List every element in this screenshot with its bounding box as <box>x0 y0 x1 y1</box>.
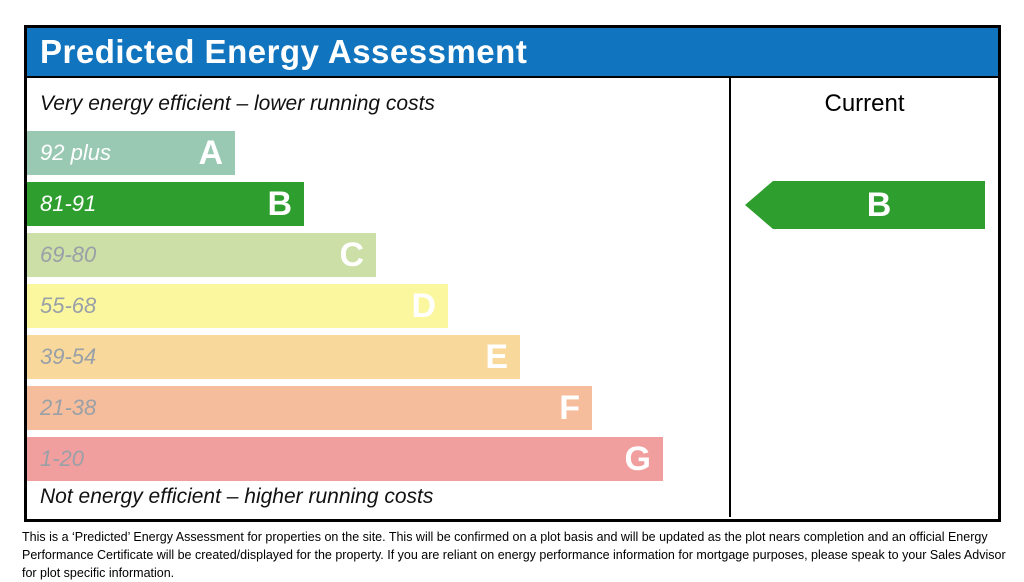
band-range-label: 55-68 <box>40 293 97 318</box>
epc-band-c: 69-80 C <box>27 233 376 277</box>
epc-header: Predicted Energy Assessment <box>27 28 998 78</box>
epc-chart: Predicted Energy Assessment Very energy … <box>24 25 1001 522</box>
band-letter: B <box>267 185 292 223</box>
disclaimer-text: This is a ‘Predicted’ Energy Assessment … <box>22 530 1006 580</box>
page-title: Predicted Energy Assessment <box>40 33 528 70</box>
band-letter: G <box>624 440 651 478</box>
band-letter: A <box>198 134 223 172</box>
band-range-label: 39-54 <box>40 344 97 369</box>
band-range-label: 81-91 <box>40 191 97 216</box>
epc-band-a: 92 plus A <box>27 131 235 175</box>
band-range-label: 92 plus <box>40 140 111 165</box>
bands-panel: Very energy efficient – lower running co… <box>27 78 729 517</box>
band-letter: F <box>559 389 580 427</box>
caption-efficient: Very energy efficient – lower running co… <box>40 92 435 115</box>
band-letter: D <box>411 287 436 325</box>
epc-band-e: 39-54 E <box>27 335 520 379</box>
current-rating-letter: B <box>866 186 892 224</box>
band-range-label: 21-38 <box>40 395 97 420</box>
epc-band-d: 55-68 D <box>27 284 448 328</box>
epc-bands: 92 plus A 81-91 B 69-80 C 55-68 D 39-54 E 21-38 F 1-… <box>27 131 729 481</box>
epc-band-g: 1-20 G <box>27 437 663 481</box>
current-panel: Current B <box>729 78 998 517</box>
current-rating-arrow: B <box>745 181 985 229</box>
caption-not-efficient: Not energy efficient – higher running co… <box>40 485 434 508</box>
epc-body: Very energy efficient – lower running co… <box>27 78 998 517</box>
band-letter: E <box>485 338 508 376</box>
band-letter: C <box>339 236 364 274</box>
current-column-header: Current <box>824 90 905 117</box>
epc-band-b: 81-91 B <box>27 182 304 226</box>
epc-band-f: 21-38 F <box>27 386 592 430</box>
band-range-label: 1-20 <box>40 446 85 471</box>
band-range-label: 69-80 <box>40 242 97 267</box>
